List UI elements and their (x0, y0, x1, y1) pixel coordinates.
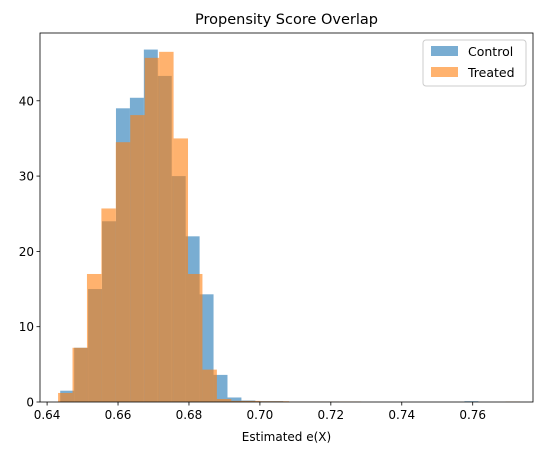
histogram-bars (58, 49, 521, 403)
x-axis-label: Estimated e(X) (242, 430, 331, 444)
x-tick-label: 0.70 (247, 408, 274, 422)
treated-bar (144, 57, 160, 403)
treated-bar (130, 115, 145, 402)
treated-bar (86, 273, 102, 402)
x-tick-label: 0.66 (105, 408, 132, 422)
treated-bar (173, 138, 189, 402)
treated-bar (188, 273, 203, 402)
legend-swatch-treated (431, 67, 458, 77)
treated-bar (115, 142, 131, 402)
x-tick-label: 0.68 (176, 408, 203, 422)
y-tick-label: 10 (19, 320, 34, 334)
legend-label-control: Control (468, 44, 513, 59)
x-tick-label: 0.76 (459, 408, 486, 422)
legend-swatch-control (431, 46, 458, 56)
y-tick-label: 40 (19, 94, 34, 108)
x-tick-label: 0.74 (388, 408, 415, 422)
treated-bar (58, 392, 73, 402)
x-axis-ticks: 0.64 0.66 0.68 0.70 0.72 0.74 0.76 (34, 402, 486, 422)
treated-bar (245, 400, 261, 402)
x-tick-label: 0.72 (317, 408, 344, 422)
y-tick-label: 0 (26, 396, 34, 410)
y-tick-label: 20 (19, 245, 34, 259)
plot-area-frame (39, 32, 534, 403)
control-bar (227, 397, 242, 402)
treated-bar (101, 208, 116, 402)
treated-bar (159, 51, 174, 402)
legend-label-treated: Treated (467, 65, 515, 80)
chart-title: Propensity Score Overlap (195, 12, 378, 28)
x-tick-label: 0.64 (34, 408, 61, 422)
y-tick-label: 30 (19, 170, 34, 184)
treated-bar (231, 400, 246, 402)
treated-bar (216, 398, 232, 402)
treated-bar (202, 369, 217, 402)
y-axis-ticks: 0 10 20 30 40 (19, 94, 40, 410)
legend: Control Treated (422, 39, 527, 87)
control-bar (213, 374, 228, 402)
treated-bar (72, 347, 87, 402)
